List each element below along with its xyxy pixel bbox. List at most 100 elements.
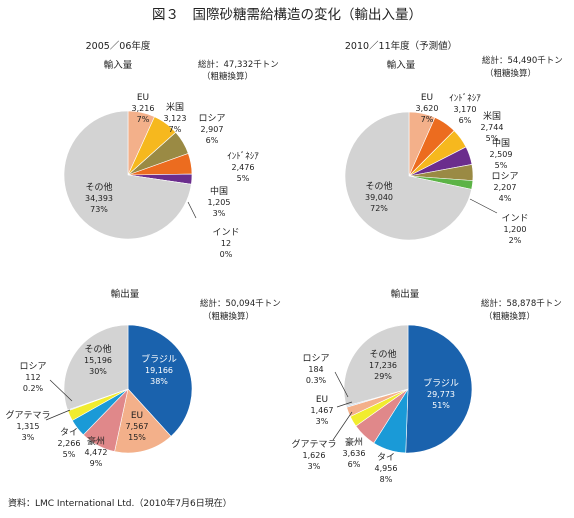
- pie-2-label-4-pct: 3%: [22, 433, 35, 442]
- pie-3-label-1-pct: 8%: [380, 475, 393, 484]
- pie-2-label-4-name: グアテマラ: [5, 409, 50, 421]
- pie-3-label-6-pct: 29%: [374, 372, 392, 381]
- pie-3-label-2-value: 3,636: [343, 449, 366, 458]
- pie-2-label-3-name: タイ: [60, 427, 78, 438]
- pie-2-label-4-value: 1,315: [17, 422, 40, 431]
- pie-3-label-5-name: ロシア: [302, 354, 329, 364]
- chart-title-import-2005: 輸入量: [104, 59, 133, 71]
- pie-3-leader-4: [336, 401, 353, 408]
- pie-2-leader-5: [49, 379, 73, 402]
- total-label-export-2005: 総計：50,094千トン: [200, 298, 281, 309]
- pie-2-leader-4: [45, 409, 71, 421]
- pie-0-label-1-name: 米国: [166, 101, 184, 113]
- pie-3-label-0-value: 29,773: [427, 390, 455, 399]
- source-note: 資料：LMC International Ltd.（2010年7月6日現在）: [8, 497, 232, 509]
- figure-title: 図３ 国際砂糖需給構造の変化（輸出入量）: [152, 6, 422, 23]
- pie-3-label-5-pct: 0.3%: [306, 376, 327, 385]
- pie-0-label-0-name: EU: [137, 93, 149, 103]
- pie-3-label-1-value: 4,956: [375, 464, 398, 473]
- pie-0-label-3-name: ｲﾝﾄﾞﾈｼｱ: [227, 151, 259, 162]
- period-label-2010: 2010／11年度（予測値）: [345, 40, 457, 52]
- pie-3-label-3-pct: 3%: [308, 462, 321, 471]
- pie-1-label-1-pct: 6%: [459, 116, 472, 125]
- pie-1-label-2-value: 2,744: [481, 123, 504, 132]
- chart-title-export-2005: 輸出量: [111, 288, 140, 300]
- pie-3-label-0-pct: 51%: [432, 401, 450, 410]
- pie-0-label-0-value: 3,216: [132, 104, 155, 113]
- pie-1-label-1-value: 3,170: [454, 105, 477, 114]
- total-sub-export-2010: （粗糖換算）: [484, 311, 535, 322]
- pie-1-label-2-pct: 5%: [486, 134, 499, 143]
- pie-2-label-0-pct: 38%: [150, 377, 168, 386]
- pie-0-label-0-pct: 7%: [137, 115, 150, 124]
- pie-2-label-2-name: 豪州: [87, 435, 105, 447]
- pie-3-label-6-value: 17,236: [369, 361, 397, 370]
- pie-3-label-6-name: その他: [369, 348, 396, 360]
- pie-1-label-3-value: 2,509: [490, 150, 513, 159]
- total-label-import-2010: 総計：54,490千トン: [482, 55, 563, 66]
- period-label-2005: 2005／06年度: [86, 40, 151, 52]
- pie-2-label-5-pct: 0.2%: [23, 384, 44, 393]
- pie-0-label-4-name: 中国: [210, 185, 228, 197]
- pie-2-label-5-value: 112: [25, 373, 40, 382]
- pie-3-slice-0: [405, 324, 473, 454]
- pie-2-label-2-pct: 9%: [90, 459, 103, 468]
- pie-2-label-6-value: 15,196: [84, 356, 112, 365]
- pie-1-label-2-name: 米国: [483, 110, 501, 122]
- pie-0-label-4-pct: 3%: [213, 209, 226, 218]
- pie-3-label-3-name: グアテマラ: [291, 438, 336, 450]
- pie-1-label-5-pct: 2%: [509, 236, 522, 245]
- pie-1-label-5-value: 1,200: [504, 225, 527, 234]
- pie-0-label-2-pct: 6%: [206, 136, 219, 145]
- pie-3-label-2-name: 豪州: [345, 436, 363, 448]
- pie-2-label-2-value: 4,472: [85, 448, 108, 457]
- pie-0-leader-5: [187, 201, 197, 219]
- total-sub-import-2005: （粗糖換算）: [202, 71, 253, 82]
- pie-0-label-5-value: 12: [221, 239, 231, 248]
- pie-1-label-0-name: EU: [421, 93, 433, 103]
- pie-2-label-5-name: ロシア: [19, 362, 46, 372]
- pie-0-label-5-name: インド: [212, 228, 239, 238]
- pie-1-label-6-name: その他: [365, 180, 392, 192]
- pie-0-label-6-value: 34,393: [85, 194, 113, 203]
- pie-3-label-4-pct: 3%: [316, 417, 329, 426]
- pie-0-label-5-pct: 0%: [220, 250, 233, 259]
- pie-1-label-3-name: 中国: [492, 137, 510, 149]
- pie-1-label-3-pct: 5%: [495, 161, 508, 170]
- total-label-export-2010: 総計：58,878千トン: [481, 298, 562, 309]
- pie-0-label-6-name: その他: [85, 181, 112, 193]
- pie-1-label-4-value: 2,207: [494, 183, 517, 192]
- pie-1-label-4-name: ロシア: [491, 172, 518, 182]
- pie-2-label-6-pct: 30%: [89, 367, 107, 376]
- pie-2-label-1-name: EU: [131, 411, 143, 421]
- pie-2-label-3-pct: 5%: [63, 450, 76, 459]
- pie-1-label-4-pct: 4%: [499, 194, 512, 203]
- pie-2-label-0-name: ブラジル: [141, 353, 177, 365]
- pie-0-label-1-value: 3,123: [164, 114, 187, 123]
- pie-3-label-5-value: 184: [308, 365, 323, 374]
- pie-3-slice-6: [343, 324, 409, 407]
- total-label-import-2005: 総計：47,332千トン: [198, 59, 279, 70]
- pie-2-label-0-value: 19,166: [145, 366, 173, 375]
- pie-1-label-0-value: 3,620: [416, 104, 439, 113]
- pie-3-label-3-value: 1,626: [303, 451, 326, 460]
- pie-2-label-3-value: 2,266: [58, 439, 81, 448]
- pie-0-label-4-value: 1,205: [208, 198, 231, 207]
- pie-2-slice-6: [63, 324, 129, 411]
- pie-1-leader-5: [469, 198, 498, 214]
- pie-3-leader-3: [332, 411, 353, 441]
- pie-0-label-2-value: 2,907: [201, 125, 224, 134]
- pie-0-label-6-pct: 73%: [90, 205, 108, 214]
- pie-2-slice-1: [114, 388, 172, 454]
- pie-0-slice-6: [63, 110, 192, 240]
- pie-3-label-4-name: EU: [316, 395, 328, 405]
- pie-1-slice-6: [344, 111, 472, 241]
- total-sub-export-2005: （粗糖換算）: [203, 311, 254, 322]
- pie-2-label-6-name: その他: [84, 343, 111, 355]
- pie-1-label-0-pct: 7%: [421, 115, 434, 124]
- pie-0-label-1-pct: 7%: [169, 125, 182, 134]
- chart-title-import-2010: 輸入量: [387, 59, 416, 71]
- pie-0-label-2-name: ロシア: [198, 114, 225, 124]
